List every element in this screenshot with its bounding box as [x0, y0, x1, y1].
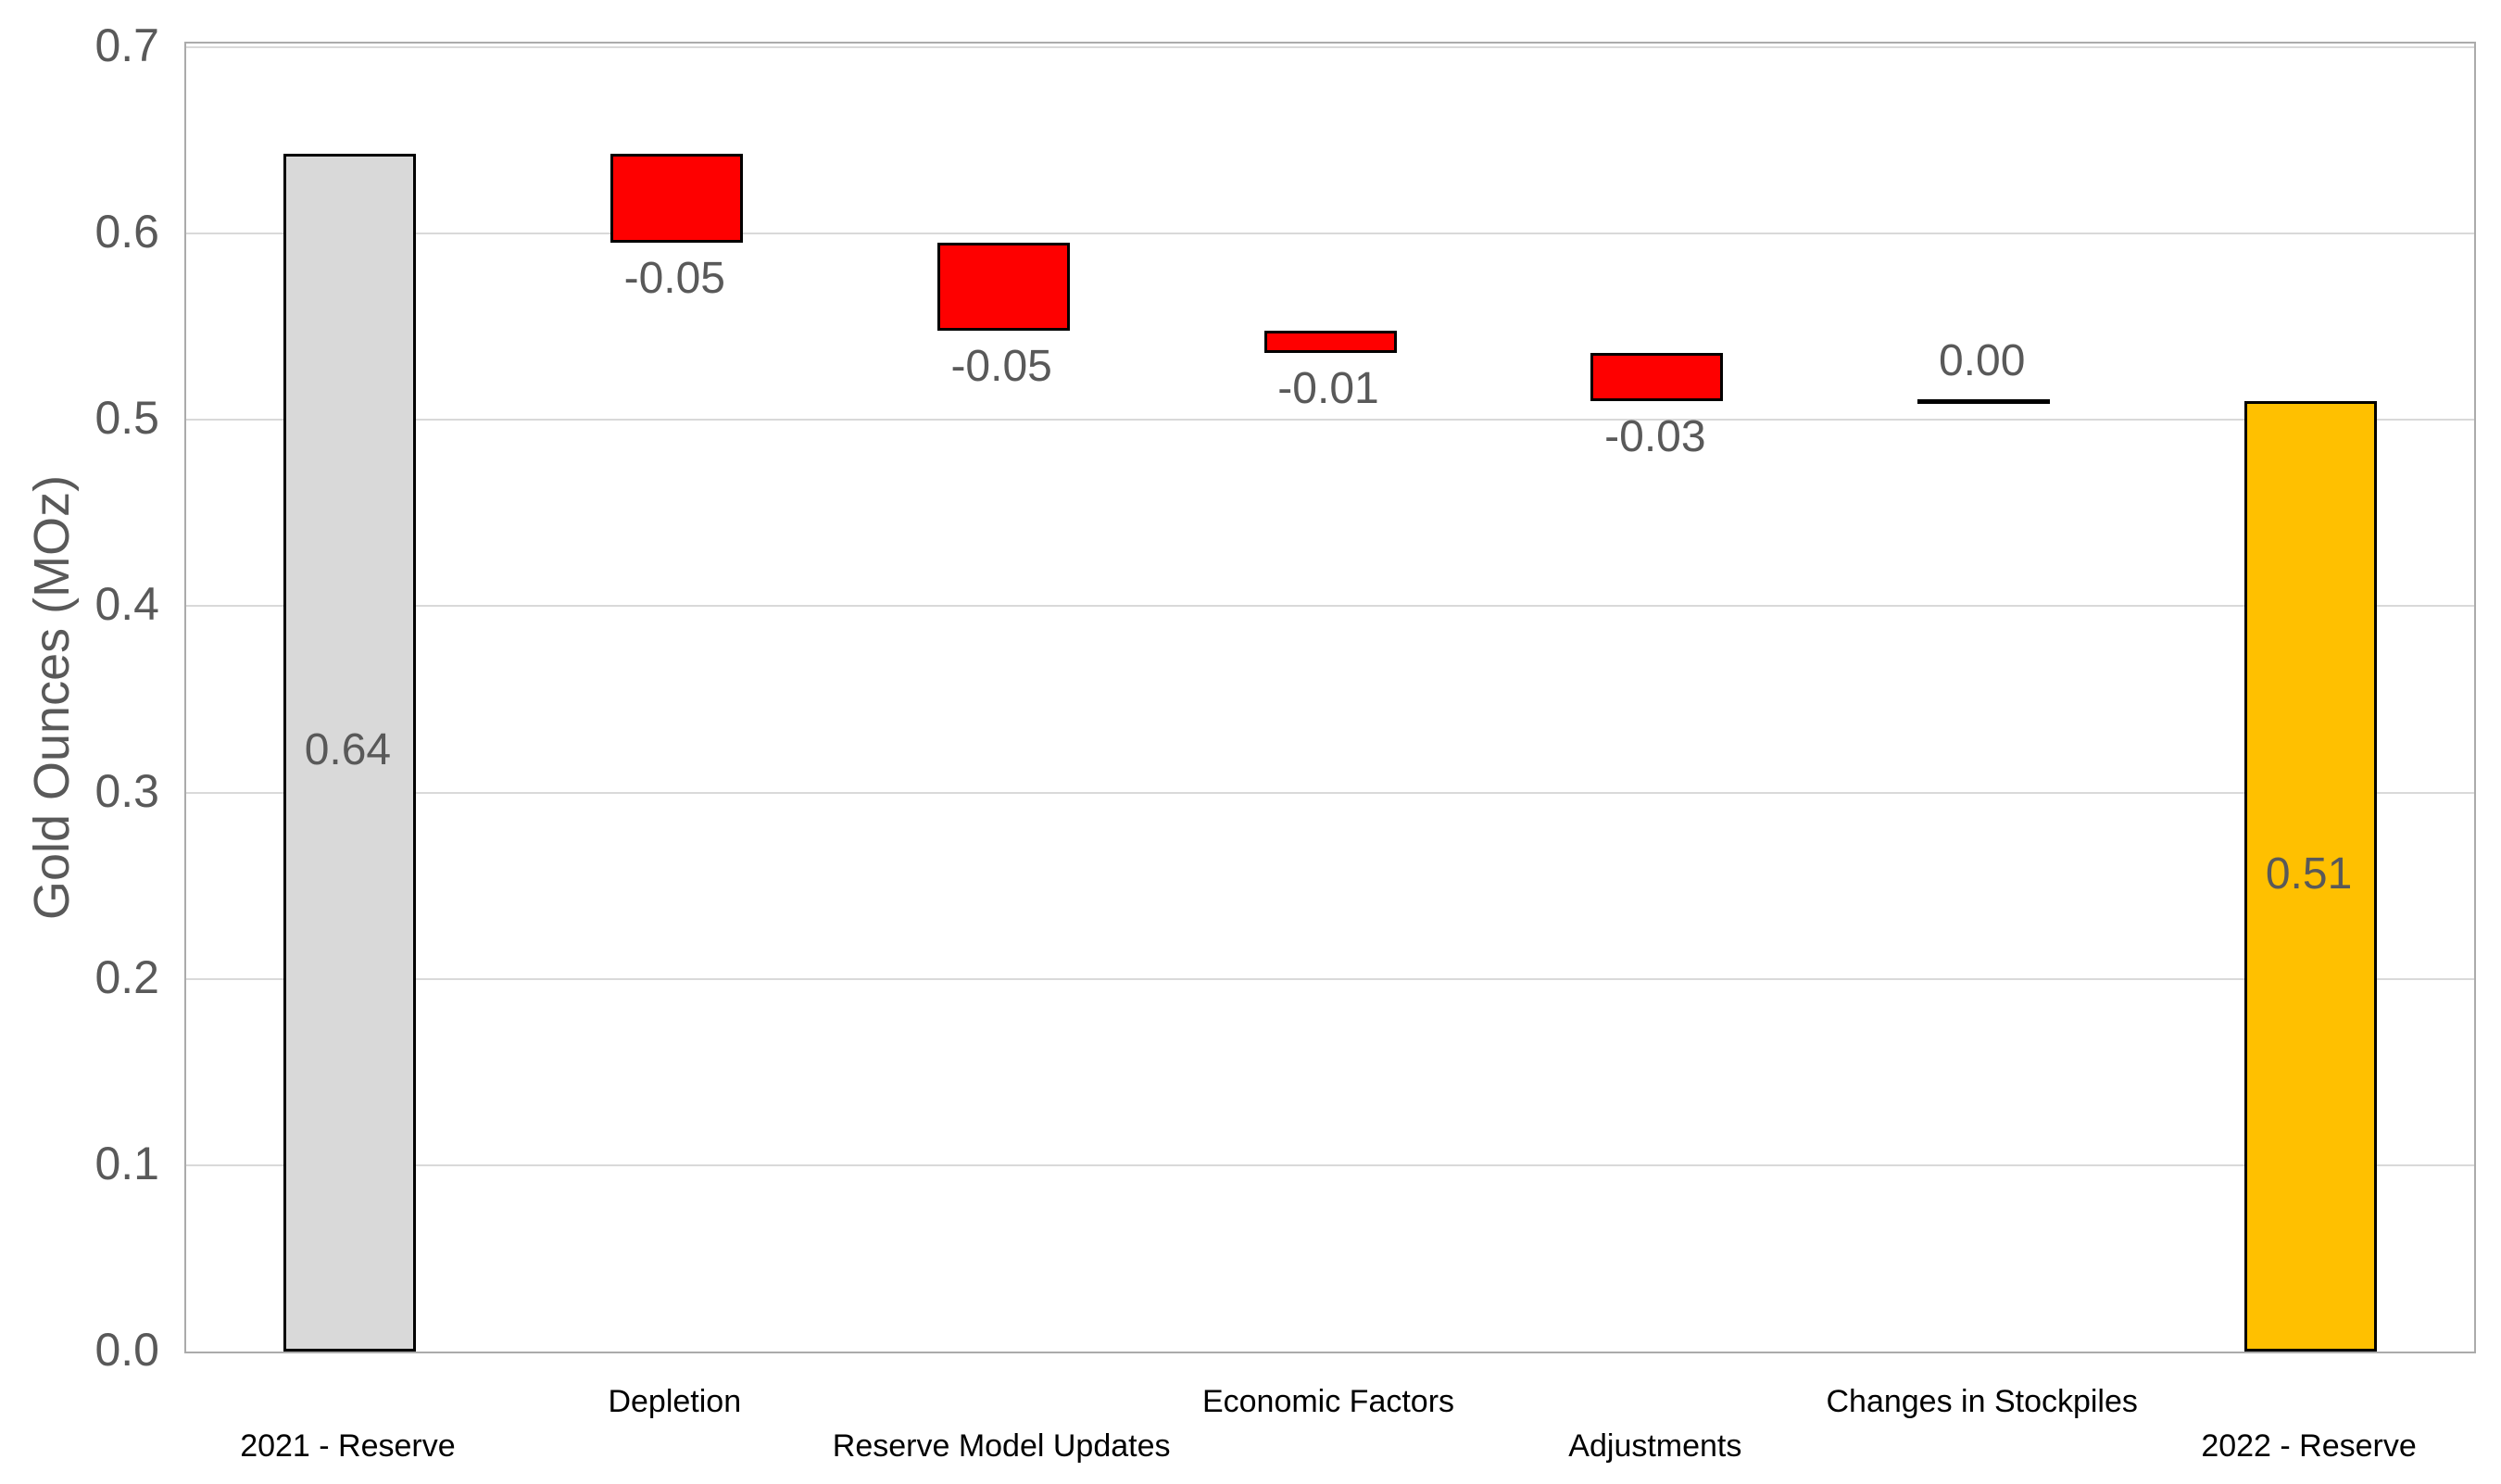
gridline-0.3	[186, 791, 2474, 794]
x-category-label-depletion: Depletion	[608, 1384, 742, 1419]
bar-changes-in-stockpiles	[1917, 399, 2051, 405]
bar-economic-factors	[1263, 330, 1397, 353]
bar-2022-reserve	[2244, 401, 2378, 1352]
bar-value-label-2022-reserve: 0.51	[2265, 849, 2353, 899]
bar-reserve-model-updates	[936, 243, 1070, 331]
gridline-0.7	[186, 46, 2474, 48]
gridline-0.2	[186, 977, 2474, 980]
bar-2021-reserve	[283, 153, 416, 1352]
y-tick-label-0.0: 0.0	[94, 1324, 159, 1376]
bar-value-label-economic-factors: -0.01	[1277, 363, 1379, 413]
x-category-label-reserve-model-updates: Reserve Model Updates	[832, 1428, 1171, 1464]
x-category-label-2022-reserve: 2022 - Reserve	[2201, 1428, 2417, 1464]
x-category-label-adjustments: Adjustments	[1568, 1428, 1742, 1464]
y-tick-label-0.4: 0.4	[94, 578, 159, 631]
bar-value-label-depletion: -0.05	[623, 254, 725, 304]
gridline-0.6	[186, 233, 2474, 235]
bar-adjustments	[1590, 352, 1724, 402]
bar-value-label-adjustments: -0.03	[1604, 412, 1706, 462]
y-tick-label-0.5: 0.5	[94, 392, 159, 445]
y-tick-label-0.7: 0.7	[94, 19, 159, 71]
bar-value-label-2021-reserve: 0.64	[304, 725, 392, 775]
y-tick-label-0.3: 0.3	[94, 764, 159, 817]
y-axis-title: Gold Ounces (MOz)	[24, 474, 80, 921]
plot-area	[184, 42, 2476, 1353]
gridline-0.4	[186, 605, 2474, 608]
y-tick-label-0.2: 0.2	[94, 950, 159, 1003]
bar-value-label-changes-in-stockpiles: 0.00	[1938, 336, 2026, 386]
y-tick-label-0.6: 0.6	[94, 206, 159, 258]
x-category-label-2021-reserve: 2021 - Reserve	[240, 1428, 456, 1464]
gridline-0.1	[186, 1163, 2474, 1166]
x-category-label-changes-in-stockpiles: Changes in Stockpiles	[1826, 1384, 2138, 1419]
x-category-label-economic-factors: Economic Factors	[1201, 1384, 1455, 1419]
gridline-0.5	[186, 419, 2474, 421]
y-tick-label-0.1: 0.1	[94, 1137, 159, 1189]
bar-depletion	[610, 153, 743, 244]
bar-value-label-reserve-model-updates: -0.05	[950, 341, 1052, 391]
